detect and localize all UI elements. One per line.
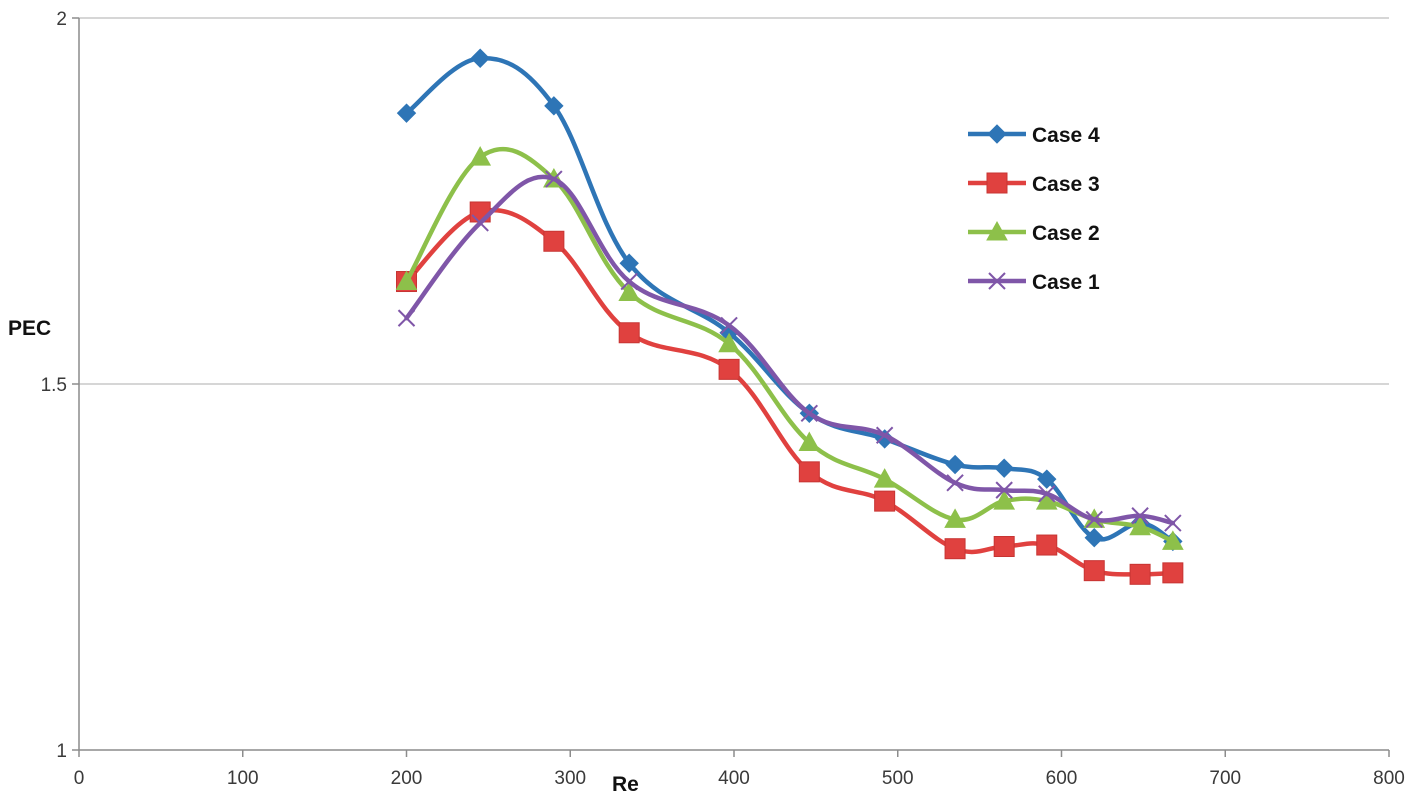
data-point-case-1 <box>875 426 894 444</box>
marker-stroke <box>471 214 489 232</box>
data-point-case-4 <box>470 48 490 68</box>
x-tick-label: 0 <box>74 768 85 789</box>
legend-item-case-4: Case 4 <box>968 124 1100 147</box>
x-tick-label: 200 <box>391 768 423 789</box>
marker-stroke <box>1085 510 1103 529</box>
data-point-case-4 <box>994 458 1014 478</box>
data-point-case-2 <box>1129 515 1151 536</box>
legend-label-case-1: Case 1 <box>1032 271 1100 294</box>
legend-item-case-1: Case 1 <box>968 271 1100 294</box>
data-point-case-3 <box>543 230 565 252</box>
series-group <box>395 48 1184 585</box>
data-point-case-4 <box>1037 469 1057 489</box>
data-point-case-2 <box>993 490 1016 510</box>
marker-stroke <box>1038 485 1056 503</box>
data-point-case-3 <box>798 461 820 483</box>
data-point-case-1 <box>720 316 738 335</box>
gridlines <box>79 17 1389 385</box>
x-tick-label: 800 <box>1373 768 1405 789</box>
x-axis-title: Re <box>612 773 639 796</box>
series-case-3 <box>396 201 1184 585</box>
series-line-case-1 <box>404 174 1176 526</box>
data-point-case-3 <box>993 536 1015 558</box>
marker-stroke <box>620 272 638 291</box>
series-line-case-2 <box>404 146 1176 544</box>
data-point-case-1 <box>1131 507 1149 525</box>
data-point-case-3 <box>1083 560 1105 582</box>
data-point-case-1 <box>1085 510 1103 529</box>
data-point-case-2 <box>718 332 740 353</box>
y-tick-label: 1.5 <box>41 375 67 396</box>
marker-stroke <box>545 170 563 188</box>
data-point-case-3 <box>944 538 966 560</box>
marker-stroke <box>946 474 964 492</box>
legend-item-case-3: Case 3 <box>968 172 1100 196</box>
data-point-case-3 <box>1036 534 1058 556</box>
data-point-case-1 <box>1038 485 1056 503</box>
y-tick-label: 1 <box>56 741 67 762</box>
legend-marker-case-2 <box>986 220 1008 241</box>
y-tick-label: 2 <box>56 9 67 30</box>
marker-stroke <box>995 481 1013 499</box>
data-point-case-1 <box>946 474 964 492</box>
x-tick-label: 700 <box>1209 768 1241 789</box>
marker-stroke <box>875 426 894 444</box>
data-point-case-3 <box>1162 562 1184 584</box>
data-point-case-2 <box>618 281 641 301</box>
data-point-case-1 <box>471 214 489 232</box>
legend-marker-case-4 <box>987 124 1007 144</box>
data-point-case-4 <box>945 454 965 475</box>
legend-label-case-4: Case 4 <box>1032 124 1100 147</box>
marker-stroke <box>988 272 1006 290</box>
x-tick-label: 100 <box>227 768 259 789</box>
legend-marker-case-1 <box>988 272 1006 290</box>
data-point-case-4 <box>544 96 564 116</box>
data-point-case-2 <box>1162 530 1184 550</box>
data-point-case-4 <box>1084 528 1104 548</box>
y-axis-title: PEC <box>8 317 51 340</box>
data-point-case-1 <box>620 272 638 291</box>
data-point-case-1 <box>397 309 416 327</box>
data-point-case-2 <box>798 431 821 452</box>
legend: Case 4 Case 3 Case 2 Case 1 <box>968 124 1100 294</box>
marker-stroke <box>720 316 738 335</box>
marker-stroke <box>1164 514 1182 532</box>
data-point-case-1 <box>800 404 819 422</box>
legend-item-case-2: Case 2 <box>968 220 1100 245</box>
data-point-case-3 <box>874 490 896 512</box>
data-point-case-3 <box>718 358 740 380</box>
legend-label-case-2: Case 2 <box>1032 222 1100 245</box>
x-tick-label: 500 <box>882 768 914 789</box>
legend-label-case-3: Case 3 <box>1032 173 1100 196</box>
marker-stroke <box>397 309 416 327</box>
data-point-case-1 <box>995 481 1013 499</box>
data-point-case-4 <box>396 103 417 123</box>
marker-stroke <box>800 404 819 422</box>
axes: 1 1.5 2 0 100 200 300 400 500 600 700 800 <box>41 9 1405 789</box>
data-point-case-2 <box>469 146 492 166</box>
series-case-1 <box>397 170 1182 532</box>
data-point-case-2 <box>944 508 966 528</box>
data-point-case-1 <box>545 170 563 188</box>
data-point-case-4 <box>619 253 639 273</box>
data-point-case-2 <box>873 468 896 488</box>
x-tick-label: 400 <box>718 768 750 789</box>
series-case-2 <box>395 146 1184 550</box>
data-point-case-2 <box>395 270 418 291</box>
marker-stroke <box>1131 507 1149 525</box>
data-point-case-3 <box>618 322 640 344</box>
legend-marker-case-3 <box>986 172 1008 194</box>
data-point-case-3 <box>1129 563 1151 585</box>
x-tick-label: 600 <box>1046 768 1078 789</box>
x-tick-label: 300 <box>554 768 586 789</box>
data-point-case-1 <box>1164 514 1182 532</box>
